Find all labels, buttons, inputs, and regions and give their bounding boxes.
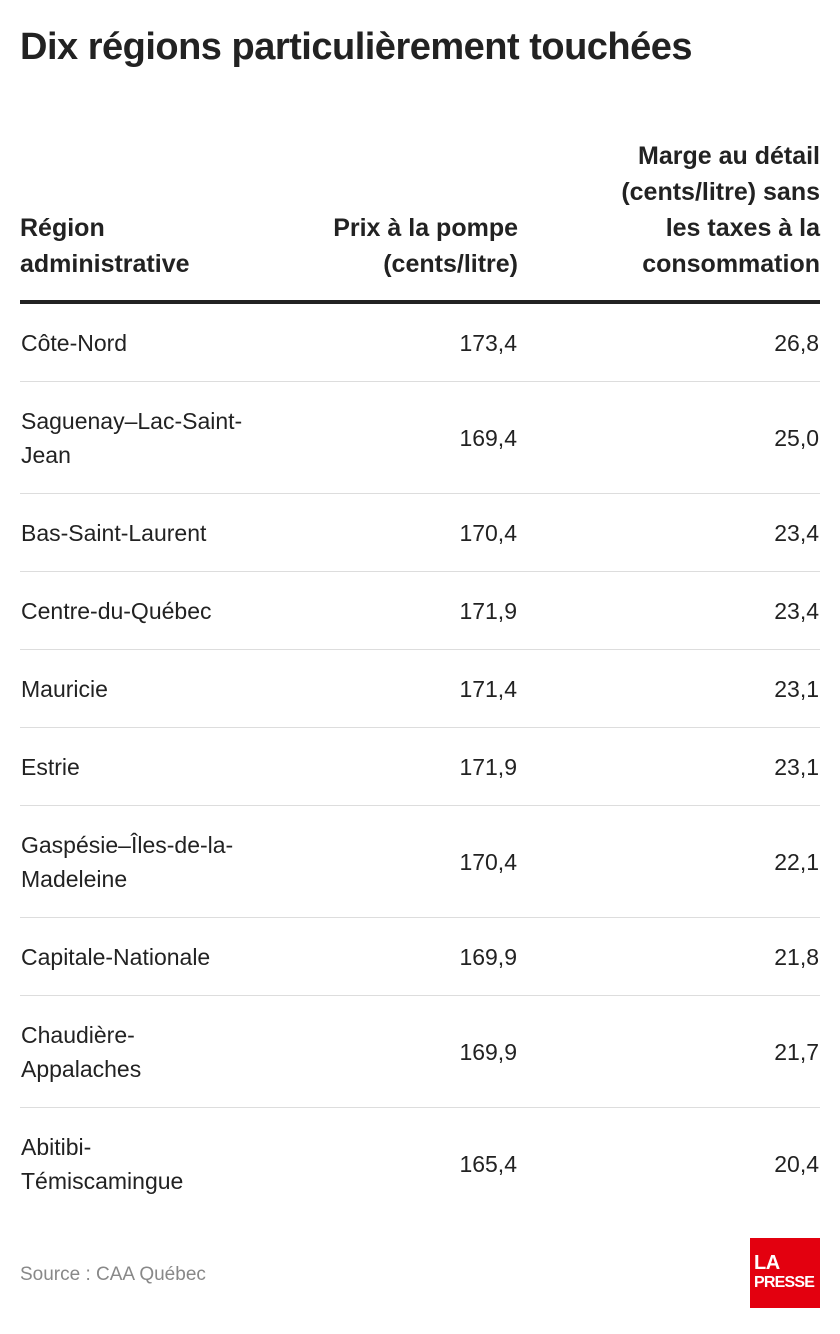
price-cell: 171,9 xyxy=(310,727,518,806)
column-header-line: Marge au détail xyxy=(638,142,820,170)
table-row: Estrie 171,9 23,1 xyxy=(20,727,820,806)
region-cell: Gaspésie–Îles-de-la- Madeleine xyxy=(20,805,310,918)
price-cell: 169,9 xyxy=(310,917,518,996)
price-cell: 165,4 xyxy=(459,1150,517,1177)
page-title: Dix régions particulièrement touchées xyxy=(20,26,693,68)
margin-cell: 23,4 xyxy=(518,493,820,572)
region-name-line: Témiscamingue xyxy=(21,1167,184,1194)
table-row: Abitibi- Témiscamingue 165,4 20,4 xyxy=(20,1108,820,1220)
table-row: Gaspésie–Îles-de-la- Madeleine 170,4 22,1 xyxy=(20,805,820,918)
price-cell: 170,4 xyxy=(310,493,518,572)
column-header-line: les taxes à la xyxy=(665,214,820,242)
region-name-line: Côte-Nord xyxy=(21,329,128,356)
region-name-line: Bas-Saint-Laurent xyxy=(21,519,207,546)
region-name-line: Jean xyxy=(21,441,71,468)
region-name-line: Appalaches xyxy=(21,1055,142,1082)
data-table: Région administrative Prix à la pompe (cen… xyxy=(20,138,820,1219)
column-header-line: (cents/litre) xyxy=(383,250,518,278)
margin-cell: 21,8 xyxy=(518,917,820,996)
column-header-region: Région administrative xyxy=(20,138,310,304)
price-cell: 171,9 xyxy=(310,571,518,650)
region-cell: Estrie xyxy=(20,727,310,806)
table-row: Mauricie 171,4 23,1 xyxy=(20,649,820,728)
price-cell: 171,4 xyxy=(310,649,518,728)
price-cell: 170,4 xyxy=(310,805,518,918)
region-cell: Centre-du-Québec xyxy=(20,571,310,650)
column-header-line: Région xyxy=(20,214,105,242)
table-row: Saguenay–Lac-Saint- Jean 169,4 25,0 xyxy=(20,381,820,494)
table-header-row: Région administrative Prix à la pompe (cen… xyxy=(20,138,820,304)
region-cell: Abitibi- Témiscamingue xyxy=(20,1108,310,1220)
region-name-line: Madeleine xyxy=(21,865,128,892)
margin-cell: 22,1 xyxy=(518,805,820,918)
region-name-line: Mauricie xyxy=(21,675,108,702)
table-row: Centre-du-Québec 171,9 23,4 xyxy=(20,571,820,650)
price-cell: 173,4 xyxy=(310,302,518,382)
price-cell: 169,4 xyxy=(310,381,518,494)
column-header-line: consommation xyxy=(642,250,820,278)
source-note: Source : CAA Québec xyxy=(20,1264,206,1285)
column-header-margin: Marge au détail (cents/litre) sans les tax… xyxy=(518,138,820,304)
table-row: Chaudière- Appalaches 169,9 21,7 xyxy=(20,995,820,1108)
la-presse-logo: LA PRESSE xyxy=(750,1238,820,1308)
region-cell: Chaudière- Appalaches xyxy=(20,995,310,1108)
margin-cell: 20,4 xyxy=(774,1150,819,1177)
region-cell: Saguenay–Lac-Saint- Jean xyxy=(20,381,310,494)
column-header-line: Prix à la pompe xyxy=(333,214,518,242)
region-name-line: Chaudière- xyxy=(21,1021,135,1048)
region-cell: Bas-Saint-Laurent xyxy=(20,493,310,572)
column-header-line: (cents/litre) sans xyxy=(621,178,820,206)
table-body: Côte-Nord 173,4 26,8 Saguenay–Lac-Saint- Jea… xyxy=(20,302,820,1219)
margin-cell: 23,1 xyxy=(518,649,820,728)
margin-cell: 23,4 xyxy=(518,571,820,650)
region-name-line: Capitale-Nationale xyxy=(21,943,211,970)
region-cell: Capitale-Nationale xyxy=(20,917,310,996)
logo-line-1: LA xyxy=(754,1252,780,1274)
region-cell: Côte-Nord xyxy=(20,302,310,382)
region-name-line: Centre-du-Québec xyxy=(21,597,212,624)
column-header-price: Prix à la pompe (cents/litre) xyxy=(310,138,518,304)
region-name-line: Estrie xyxy=(21,753,80,780)
table-row: Bas-Saint-Laurent 170,4 23,4 xyxy=(20,493,820,572)
region-name-line: Saguenay–Lac-Saint- xyxy=(21,407,243,434)
table-row: Capitale-Nationale 169,9 21,8 xyxy=(20,917,820,996)
logo-line-2: PRESSE xyxy=(754,1274,815,1291)
table-row: Côte-Nord 173,4 26,8 xyxy=(20,302,820,382)
region-name-line: Abitibi- xyxy=(21,1133,92,1160)
margin-cell: 25,0 xyxy=(518,381,820,494)
region-name-line: Gaspésie–Îles-de-la- xyxy=(21,831,234,858)
margin-cell: 21,7 xyxy=(518,995,820,1108)
column-header-line: administrative xyxy=(20,250,190,278)
margin-cell: 26,8 xyxy=(518,302,820,382)
margin-cell: 23,1 xyxy=(518,727,820,806)
region-cell: Mauricie xyxy=(20,649,310,728)
price-cell: 169,9 xyxy=(310,995,518,1108)
